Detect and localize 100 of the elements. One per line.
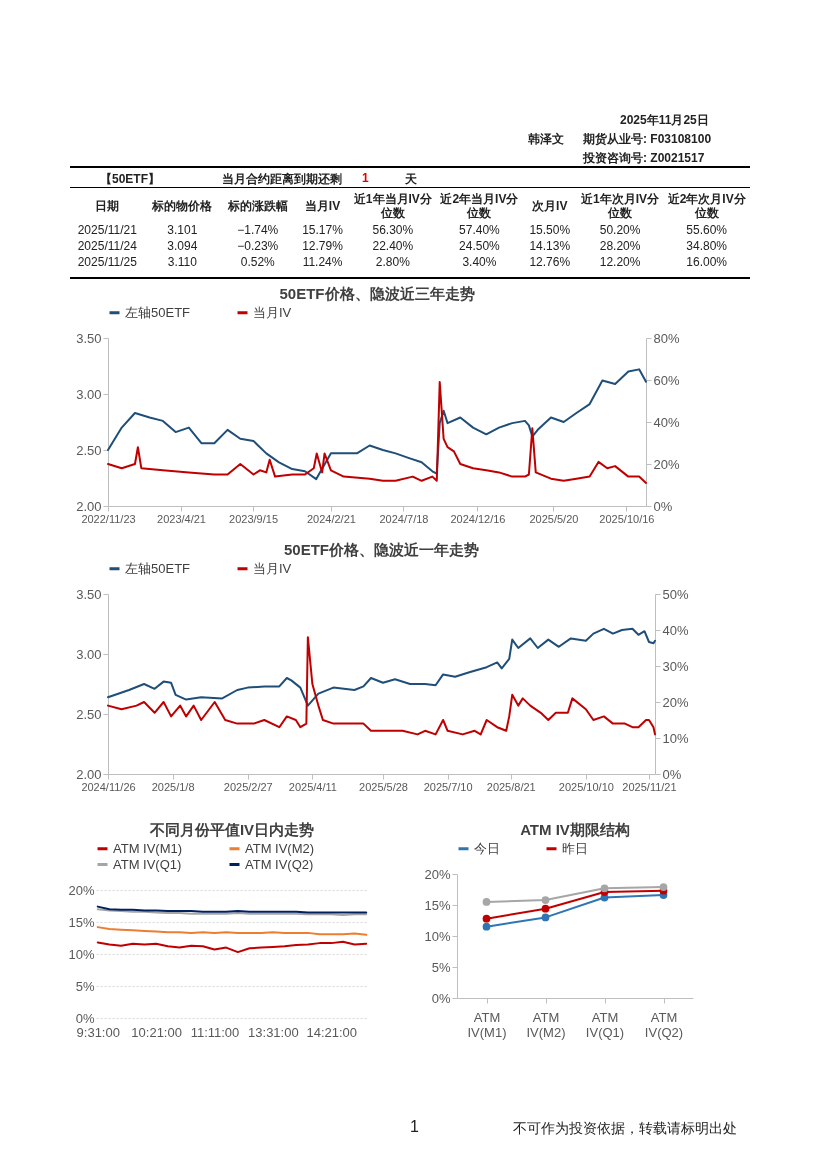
x-tick-label: 2024/2/21	[306, 512, 356, 525]
text: 0.52%	[240, 255, 275, 269]
x-tick-label: 2025/10/16	[599, 512, 655, 525]
text: 22.40%	[372, 239, 414, 253]
text: 14.13%	[529, 239, 571, 253]
y-tick-label: 15%	[424, 897, 451, 913]
legend-label: ATM IV(Q1)	[113, 856, 182, 872]
category-label: 当月IV	[303, 198, 342, 215]
y2-tick-label: 40%	[653, 414, 680, 430]
y2-tick-label: 30%	[662, 658, 689, 674]
x-tick-label: 2022/11/23	[81, 512, 136, 525]
y-tick-label: 20%	[424, 866, 451, 882]
x-tick-label: 2023/9/15	[229, 512, 278, 525]
x-tick-label: 2025/8/21	[486, 780, 536, 793]
y2-tick-label: 20%	[653, 456, 680, 472]
text: 28.20%	[599, 239, 641, 253]
legend-label: 昨日	[562, 840, 588, 856]
line-series	[96, 926, 368, 936]
legend-label: ATM IV(M2)	[245, 840, 315, 856]
x-tick-label: 9:31:00	[76, 1024, 120, 1040]
x-tick-label: 11:11:00	[190, 1024, 240, 1040]
x-tick-label: 2023/4/21	[157, 512, 206, 525]
chart-title: 不同月份平值IV日内走势	[148, 821, 315, 838]
y2-tick-label: 50%	[662, 586, 689, 602]
legend-label: 当月IV	[253, 560, 292, 576]
text: 3.101	[167, 223, 198, 237]
point	[482, 922, 491, 931]
text: 2025/11/25	[77, 255, 137, 269]
y-tick-label: 3.00	[76, 646, 102, 662]
point	[482, 914, 491, 923]
point	[482, 898, 491, 906]
category-label: 近1年当月IV分位数	[352, 191, 433, 222]
y-tick-label: 2.50	[76, 442, 102, 458]
legend-label: ATM IV(M1)	[113, 840, 183, 856]
point	[600, 884, 609, 893]
x-tick-label: ATM IV(M2)	[526, 1009, 566, 1040]
x-tick-label: 2024/11/26	[81, 780, 136, 793]
y2-tick-label: 0%	[653, 498, 673, 514]
x-tick-label: 2025/1/8	[151, 780, 195, 793]
text: 12.20%	[599, 255, 641, 269]
text: −0.23%	[237, 239, 279, 253]
x-tick-label: 2025/4/11	[288, 780, 337, 793]
text: 2025/11/24	[77, 239, 137, 253]
text: 34.80%	[686, 239, 728, 253]
text: 期货从业号: F03108100	[583, 131, 712, 148]
category-label: 近1年次月IV分位数	[580, 191, 661, 222]
category-label: 日期	[94, 198, 121, 215]
point	[541, 896, 550, 904]
chart-title: 50ETF价格、隐波近三年走势	[279, 285, 475, 302]
text: 12.76%	[529, 255, 571, 269]
text: 3.094	[167, 239, 198, 253]
x-tick-label: ATM IV(Q1)	[585, 1009, 625, 1040]
text: 不可作为投资依据，转载请标明出处	[513, 1120, 737, 1138]
x-tick-label: 10:21:00	[131, 1024, 182, 1040]
y-tick-label: 15%	[68, 914, 95, 930]
x-tick-label: ATM IV(Q2)	[644, 1009, 684, 1040]
point	[541, 913, 550, 922]
text: 24.50%	[459, 239, 500, 253]
text: 15.17%	[302, 223, 343, 237]
y-tick-label: 5%	[75, 978, 95, 994]
text: 【50ETF】	[100, 171, 161, 188]
y-tick-label: 5%	[431, 959, 451, 975]
text: 15.50%	[529, 223, 571, 237]
x-tick-label: 13:31:00	[248, 1024, 299, 1040]
text: 1	[410, 1118, 419, 1136]
y2-tick-label: 80%	[653, 330, 680, 346]
text: 1	[362, 171, 369, 185]
x-tick-label: 2025/7/10	[423, 780, 473, 793]
x-tick-label: 14:21:00	[306, 1024, 358, 1040]
point	[541, 904, 550, 913]
y2-tick-label: 0%	[662, 766, 682, 782]
y-tick-label: 2.00	[76, 498, 102, 514]
text: 投资咨询号: Z0021517	[583, 150, 705, 167]
y-tick-label: 2.50	[76, 706, 102, 722]
y-tick-label: 0%	[75, 1010, 95, 1026]
y2-tick-label: 20%	[662, 694, 689, 710]
text: 11.24%	[302, 255, 343, 269]
category-label: 标的涨跌幅	[226, 198, 289, 215]
y-tick-label: 10%	[68, 946, 95, 962]
category-label: 近2年当月IV分位数	[439, 191, 520, 222]
text: 2025/11/21	[77, 223, 137, 237]
text: −1.74%	[237, 223, 279, 237]
y-tick-label: 2.00	[76, 766, 102, 782]
legend-label: ATM IV(Q2)	[245, 856, 314, 872]
legend-label: 左轴50ETF	[125, 560, 191, 576]
chart-title: ATM IV期限结构	[520, 821, 630, 838]
x-tick-label: 2025/2/27	[223, 780, 273, 793]
legend-label: 当月IV	[253, 304, 292, 320]
text: 16.00%	[686, 255, 728, 269]
y-tick-label: 3.00	[76, 386, 102, 402]
text: 当月合约距离到期还剩	[222, 171, 342, 188]
text: 12.79%	[302, 239, 343, 253]
point	[659, 883, 668, 891]
text: 3.40%	[462, 255, 497, 269]
text: 57.40%	[459, 223, 500, 237]
y2-tick-label: 10%	[662, 730, 689, 746]
legend-label: 今日	[474, 840, 500, 856]
text: 3.110	[167, 255, 197, 269]
category-label: 次月IV	[531, 198, 569, 215]
text: 2.80%	[375, 255, 410, 269]
